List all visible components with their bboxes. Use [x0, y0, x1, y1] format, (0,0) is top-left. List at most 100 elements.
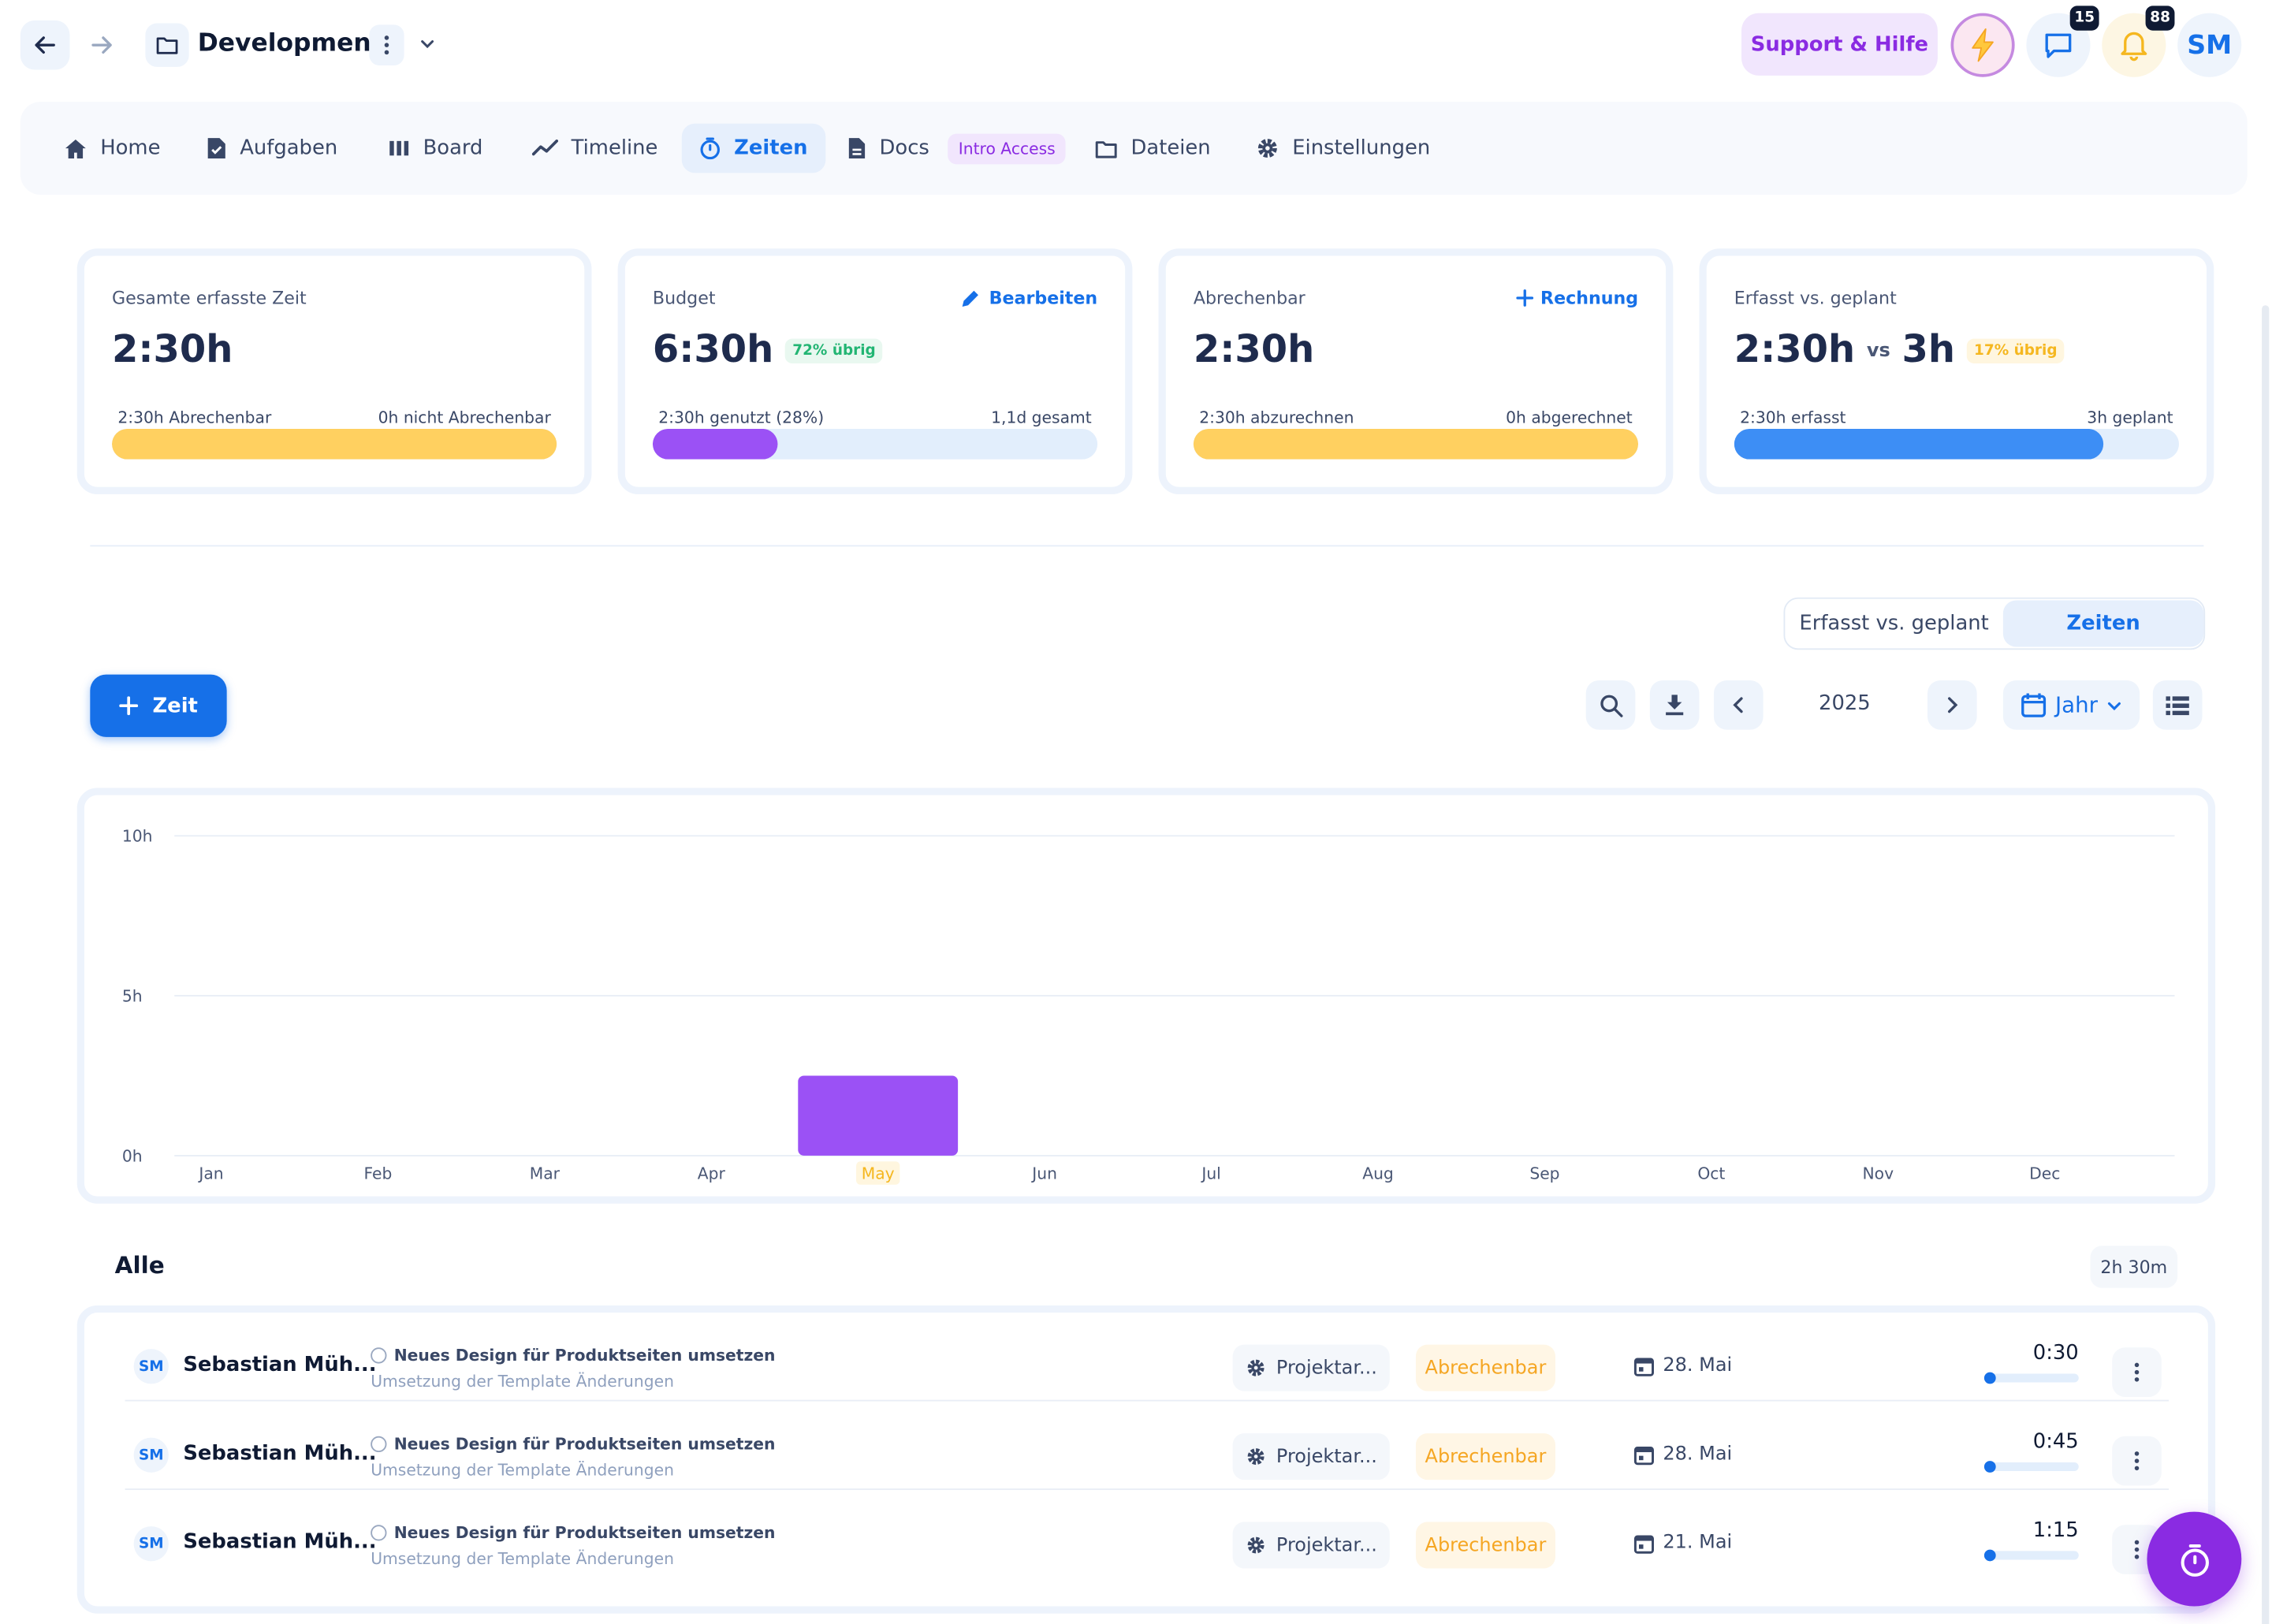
bell-icon — [2121, 32, 2147, 61]
more-vertical-icon — [2134, 1451, 2140, 1471]
entry-duration-dot — [1983, 1372, 1996, 1384]
quick-action-button[interactable] — [1950, 13, 2015, 77]
gear-icon — [1247, 1448, 1264, 1466]
create-invoice-label: Rechnung — [1540, 288, 1639, 308]
entry-billable-badge[interactable]: Abrechenbar — [1415, 1522, 1555, 1569]
back-button[interactable] — [20, 20, 70, 70]
time-entry-row[interactable]: SM Sebastian Müh... Neues Design für Pro… — [125, 1402, 2170, 1490]
download-button[interactable] — [1649, 680, 1700, 730]
tab-docs[interactable]: Docs Intro Access — [830, 124, 1083, 173]
entry-date-label: 21. Mai — [1663, 1532, 1733, 1555]
tab-zeiten[interactable]: Zeiten — [681, 123, 825, 173]
row-separator — [125, 1488, 2170, 1490]
time-entry-row[interactable]: SM Sebastian Müh... Neues Design für Pro… — [125, 1490, 2170, 1578]
entry-duration-track — [1983, 1372, 2079, 1384]
entry-task[interactable]: Neues Design für Produktseiten umsetzen — [371, 1523, 776, 1542]
folder-icon — [1095, 140, 1117, 158]
notifications-button[interactable]: 88 — [2102, 6, 2175, 77]
start-timer-fab[interactable] — [2147, 1511, 2242, 1607]
user-avatar[interactable]: SM — [2177, 13, 2242, 77]
tab-einstellungen-label: Einstellungen — [1292, 136, 1431, 160]
previous-year-button[interactable] — [1713, 680, 1764, 730]
tracked-vs-planned-value: 2:30h vs 3h 17% übrig — [1734, 329, 2065, 372]
budget-remaining-badge: 72% übrig — [785, 337, 883, 363]
project-tab-bar: Home Aufgaben Board Timeline Zeiten Docs… — [20, 102, 2248, 196]
time-entry-row[interactable]: SM Sebastian Müh... Neues Design für Pro… — [125, 1313, 2170, 1402]
time-entries-list: SM Sebastian Müh... Neues Design für Pro… — [76, 1305, 2216, 1614]
timeline-icon — [531, 140, 559, 156]
entry-task[interactable]: Neues Design für Produktseiten umsetzen — [371, 1346, 776, 1365]
entry-task[interactable]: Neues Design für Produktseiten umsetzen — [371, 1434, 776, 1454]
edit-budget-button[interactable]: Bearbeiten — [962, 288, 1098, 308]
plus-icon — [119, 696, 139, 716]
page-scrollbar[interactable] — [2262, 305, 2270, 1624]
entry-category[interactable]: Projektar... — [1232, 1433, 1390, 1481]
view-times[interactable]: Zeiten — [2002, 600, 2204, 647]
document-icon — [848, 138, 866, 158]
tab-einstellungen[interactable]: Einstellungen — [1238, 124, 1447, 173]
billable-card: Abrechenbar Rechnung 2:30h 2:30h abzurec… — [1158, 248, 1674, 494]
forward-button[interactable] — [77, 20, 127, 70]
list-view-button[interactable] — [2152, 680, 2203, 730]
entry-task-title: Neues Design für Produktseiten umsetzen — [393, 1346, 776, 1365]
board-icon — [389, 140, 409, 156]
entry-date-label: 28. Mai — [1663, 1443, 1733, 1466]
chat-button[interactable]: 15 — [2026, 6, 2099, 77]
total-nonbillable-text: 0h nicht Abrechenbar — [378, 408, 551, 428]
entry-category-label: Projektar... — [1276, 1534, 1377, 1556]
entry-user-avatar: SM — [133, 1349, 169, 1384]
total-time-amount: 2:30h — [111, 328, 233, 373]
entry-category[interactable]: Projektar... — [1232, 1522, 1390, 1569]
list-title: Alle — [114, 1251, 165, 1279]
entry-category[interactable]: Projektar... — [1232, 1344, 1390, 1391]
stopwatch-icon — [2180, 1544, 2209, 1576]
home-icon — [65, 139, 86, 158]
project-more-button[interactable] — [369, 24, 404, 65]
entry-date[interactable]: 28. Mai — [1633, 1355, 1732, 1376]
entry-billable-badge[interactable]: Abrechenbar — [1415, 1344, 1555, 1391]
edit-budget-label: Bearbeiten — [989, 288, 1098, 308]
entry-date[interactable]: 28. Mai — [1633, 1443, 1733, 1466]
period-select[interactable]: Jahr — [2002, 680, 2140, 730]
entry-description: Umsetzung der Template Änderungen — [371, 1461, 674, 1481]
entry-billable-badge[interactable]: Abrechenbar — [1415, 1433, 1555, 1481]
view-tracked-vs-planned[interactable]: Erfasst vs. geplant — [1799, 612, 1989, 635]
gear-icon — [1257, 139, 1277, 158]
search-button[interactable] — [1585, 680, 1636, 730]
tab-home[interactable]: Home — [47, 124, 178, 173]
tab-dateien[interactable]: Dateien — [1077, 124, 1227, 173]
add-time-button[interactable]: Zeit — [90, 674, 227, 737]
tab-aufgaben[interactable]: Aufgaben — [189, 124, 356, 173]
task-status-circle-icon[interactable] — [371, 1347, 387, 1364]
support-help-button[interactable]: Support & Hilfe — [1741, 13, 1938, 76]
tab-board[interactable]: Board — [372, 124, 501, 173]
section-divider — [90, 545, 2204, 547]
entry-task-title: Neues Design für Produktseiten umsetzen — [393, 1434, 776, 1454]
arrow-left-icon — [35, 36, 55, 54]
entry-more-button[interactable] — [2112, 1347, 2162, 1397]
entry-user-avatar: SM — [133, 1526, 169, 1562]
project-dropdown-chevron-icon[interactable] — [419, 35, 436, 52]
billable-label: Abrechenbar — [1193, 288, 1305, 308]
task-status-circle-icon[interactable] — [371, 1525, 387, 1541]
billed-text: 0h abgerechnet — [1506, 408, 1633, 428]
budget-value: 6:30h 72% übrig — [653, 329, 883, 372]
entry-description: Umsetzung der Template Änderungen — [371, 1549, 674, 1569]
create-invoice-button[interactable]: Rechnung — [1515, 288, 1639, 308]
tab-home-label: Home — [100, 136, 161, 160]
more-vertical-icon — [2134, 1362, 2140, 1382]
period-label: Jahr — [2054, 691, 2098, 718]
next-year-button[interactable] — [1927, 680, 1977, 730]
entry-date[interactable]: 21. Mai — [1633, 1532, 1733, 1555]
entry-description: Umsetzung der Template Änderungen — [371, 1372, 674, 1391]
time-chart-card: 0h 5h 10h Jan Feb Mar Apr May Jun Jul Aug Sep Oct Nov… — [76, 788, 2216, 1204]
task-status-circle-icon[interactable] — [371, 1436, 387, 1453]
entry-more-button[interactable] — [2112, 1436, 2162, 1486]
view-toggle: Erfasst vs. geplant Zeiten — [1783, 597, 2206, 650]
list-total-badge: 2h 30m — [2090, 1246, 2178, 1288]
task-icon — [207, 138, 225, 158]
tab-timeline[interactable]: Timeline — [515, 124, 676, 173]
chat-bubble-icon — [2045, 33, 2072, 58]
project-title: Development — [197, 28, 383, 58]
tab-zeiten-label: Zeiten — [734, 136, 808, 160]
